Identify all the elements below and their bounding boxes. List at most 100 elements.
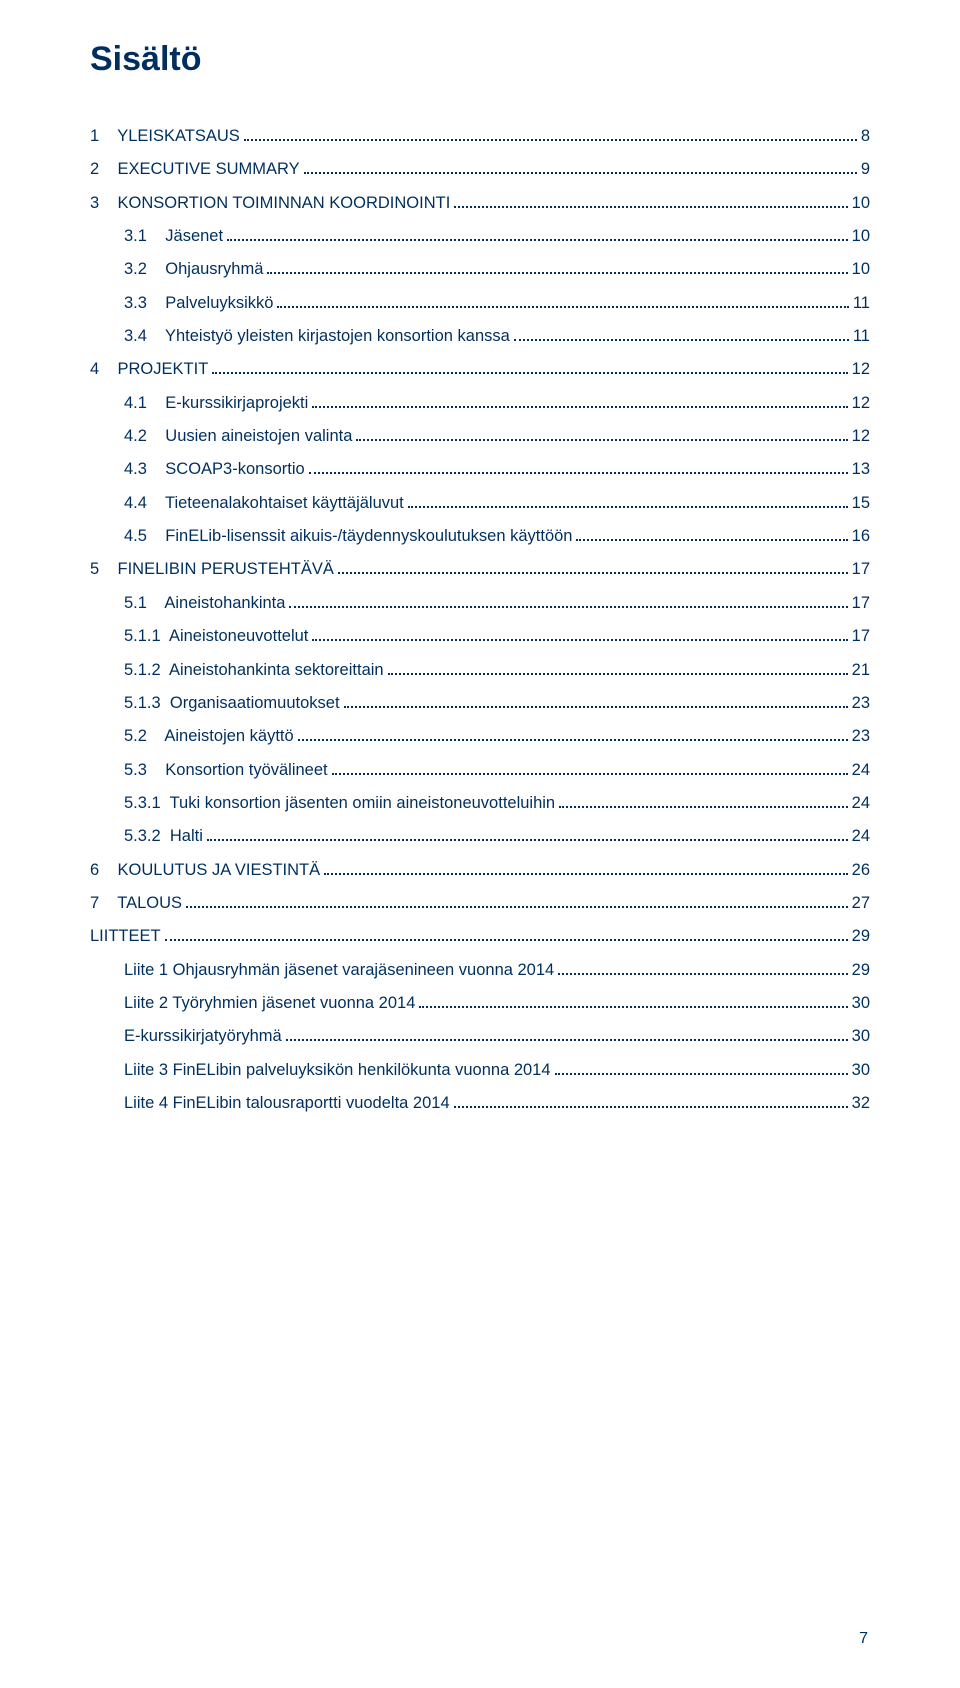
- toc-entry-label: 3.4 Yhteistyö yleisten kirjastojen konso…: [124, 321, 510, 352]
- toc-entry-page: 8: [861, 121, 870, 152]
- toc-leader: [312, 628, 847, 641]
- toc-entry-label: 5.1.2 Aineistohankinta sektoreittain: [124, 655, 384, 686]
- toc-entry-label: 5.3 Konsortion työvälineet: [124, 755, 328, 786]
- toc-entry[interactable]: 3.2 Ohjausryhmä 10: [90, 254, 870, 285]
- toc-entry[interactable]: 5.3 Konsortion työvälineet 24: [90, 755, 870, 786]
- toc-entry-page: 23: [852, 721, 870, 752]
- toc-entry[interactable]: 4.2 Uusien aineistojen valinta 12: [90, 421, 870, 452]
- toc-entry-label: 3.3 Palveluyksikkö: [124, 288, 273, 319]
- toc-leader: [419, 995, 847, 1008]
- toc-entry-page: 30: [852, 988, 870, 1019]
- toc-entry-page: 13: [852, 454, 870, 485]
- toc-leader: [559, 795, 848, 808]
- toc-entry-label: Liite 1 Ohjausryhmän jäsenet varajäsenin…: [124, 955, 554, 986]
- toc-entry[interactable]: 5 FINELIBIN PERUSTEHTÄVÄ 17: [90, 554, 870, 585]
- toc-entry-page: 12: [852, 354, 870, 385]
- toc-leader: [186, 895, 848, 908]
- toc-leader: [267, 262, 847, 275]
- toc-entry[interactable]: 5.3.2 Halti 24: [90, 821, 870, 852]
- toc-entry[interactable]: 7 TALOUS 27: [90, 888, 870, 919]
- toc-entry-page: 24: [852, 788, 870, 819]
- toc-entry-page: 29: [852, 955, 870, 986]
- toc-leader: [212, 362, 847, 375]
- page-number: 7: [859, 1630, 868, 1648]
- toc-entry-label: 3 KONSORTION TOIMINNAN KOORDINOINTI: [90, 188, 450, 219]
- toc-entry[interactable]: Liite 4 FinELibin talousraportti vuodelt…: [90, 1088, 870, 1119]
- toc-entry-page: 17: [852, 554, 870, 585]
- toc-entry-label: 5.3.2 Halti: [124, 821, 203, 852]
- toc-entry[interactable]: Liite 1 Ohjausryhmän jäsenet varajäsenin…: [90, 955, 870, 986]
- toc-entry-page: 12: [852, 388, 870, 419]
- toc-entry-label: 5.1.3 Organisaatiomuutokset: [124, 688, 340, 719]
- toc-entry-page: 27: [852, 888, 870, 919]
- toc-entry-page: 23: [852, 688, 870, 719]
- toc-entry[interactable]: 2 EXECUTIVE SUMMARY 9: [90, 154, 870, 185]
- toc-entry-label: 4.2 Uusien aineistojen valinta: [124, 421, 352, 452]
- toc-entry[interactable]: 5.3.1 Tuki konsortion jäsenten omiin ain…: [90, 788, 870, 819]
- toc-entry-page: 10: [852, 254, 870, 285]
- toc-entry[interactable]: 1 YLEISKATSAUS8: [90, 121, 870, 152]
- toc-entry-label: 3.2 Ohjausryhmä: [124, 254, 263, 285]
- toc-leader: [408, 495, 848, 508]
- toc-entry[interactable]: LIITTEET29: [90, 921, 870, 952]
- toc-entry-page: 32: [852, 1088, 870, 1119]
- toc-entry[interactable]: 5.1.1 Aineistoneuvottelut 17: [90, 621, 870, 652]
- toc-entry[interactable]: 3.1 Jäsenet10: [90, 221, 870, 252]
- toc-entry-page: 24: [852, 755, 870, 786]
- toc-entry[interactable]: Liite 2 Työryhmien jäsenet vuonna 2014 30: [90, 988, 870, 1019]
- toc-entry-label: Liite 3 FinELibin palveluyksikön henkilö…: [124, 1055, 551, 1086]
- toc-entry-page: 26: [852, 855, 870, 886]
- toc-entry[interactable]: Liite 3 FinELibin palveluyksikön henkilö…: [90, 1055, 870, 1086]
- toc-entry-label: 4.5 FinELib-lisenssit aikuis-/täydennysk…: [124, 521, 572, 552]
- toc-entry-label: 5.3.1 Tuki konsortion jäsenten omiin ain…: [124, 788, 555, 819]
- toc-leader: [244, 128, 857, 141]
- toc-entry-label: 5 FINELIBIN PERUSTEHTÄVÄ: [90, 554, 334, 585]
- toc-entry[interactable]: 3.4 Yhteistyö yleisten kirjastojen konso…: [90, 321, 870, 352]
- toc-entry[interactable]: 6 KOULUTUS JA VIESTINTÄ 26: [90, 855, 870, 886]
- toc-leader: [344, 695, 848, 708]
- toc-entry[interactable]: 5.1.2 Aineistohankinta sektoreittain 21: [90, 655, 870, 686]
- toc-entry-page: 9: [861, 154, 870, 185]
- toc-entry[interactable]: 3 KONSORTION TOIMINNAN KOORDINOINTI10: [90, 188, 870, 219]
- toc-entry-page: 17: [852, 621, 870, 652]
- toc-entry[interactable]: 5.1.3 Organisaatiomuutokset 23: [90, 688, 870, 719]
- toc-leader: [309, 462, 848, 475]
- toc-entry[interactable]: 4.1 E-kurssikirjaprojekti 12: [90, 388, 870, 419]
- toc-leader: [576, 528, 847, 541]
- toc-entry-page: 16: [852, 521, 870, 552]
- toc-entry-label: 2 EXECUTIVE SUMMARY: [90, 154, 300, 185]
- toc-leader: [277, 295, 848, 308]
- toc-entry-label: 3.1 Jäsenet: [124, 221, 223, 252]
- toc-leader: [207, 828, 848, 841]
- toc-entry[interactable]: 5.1 Aineistohankinta17: [90, 588, 870, 619]
- toc-entry-page: 15: [852, 488, 870, 519]
- toc-entry-label: 4.4 Tieteenalakohtaiset käyttäjäluvut: [124, 488, 404, 519]
- toc-entry-page: 30: [852, 1055, 870, 1086]
- toc-entry[interactable]: 4.4 Tieteenalakohtaiset käyttäjäluvut 15: [90, 488, 870, 519]
- toc-entry[interactable]: E-kurssikirjatyöryhmä30: [90, 1021, 870, 1052]
- toc-leader: [356, 428, 847, 441]
- toc-entry-page: 29: [852, 921, 870, 952]
- toc-leader: [454, 195, 847, 208]
- toc-entry-page: 21: [852, 655, 870, 686]
- toc-entry-label: 4.1 E-kurssikirjaprojekti: [124, 388, 308, 419]
- toc-entry-label: Liite 4 FinELibin talousraportti vuodelt…: [124, 1088, 450, 1119]
- toc-entry-label: 6 KOULUTUS JA VIESTINTÄ: [90, 855, 320, 886]
- toc-leader: [555, 1062, 848, 1075]
- toc-entry[interactable]: 4 PROJEKTIT 12: [90, 354, 870, 385]
- page-title: Sisältö: [90, 40, 870, 79]
- toc-leader: [286, 1028, 848, 1041]
- toc-leader: [312, 395, 847, 408]
- toc-entry-page: 24: [852, 821, 870, 852]
- toc-entry-label: 7 TALOUS: [90, 888, 182, 919]
- toc-entry-label: 5.1 Aineistohankinta: [124, 588, 285, 619]
- toc-entry[interactable]: 4.5 FinELib-lisenssit aikuis-/täydennysk…: [90, 521, 870, 552]
- toc-entry-page: 12: [852, 421, 870, 452]
- toc-entry[interactable]: 5.2 Aineistojen käyttö23: [90, 721, 870, 752]
- toc-leader: [289, 595, 847, 608]
- toc-entry[interactable]: 4.3 SCOAP3-konsortio13: [90, 454, 870, 485]
- toc-entry-label: 4 PROJEKTIT: [90, 354, 208, 385]
- toc-entry[interactable]: 3.3 Palveluyksikkö11: [90, 288, 870, 319]
- toc-entry-label: Liite 2 Työryhmien jäsenet vuonna 2014: [124, 988, 415, 1019]
- toc-entry-label: 5.1.1 Aineistoneuvottelut: [124, 621, 308, 652]
